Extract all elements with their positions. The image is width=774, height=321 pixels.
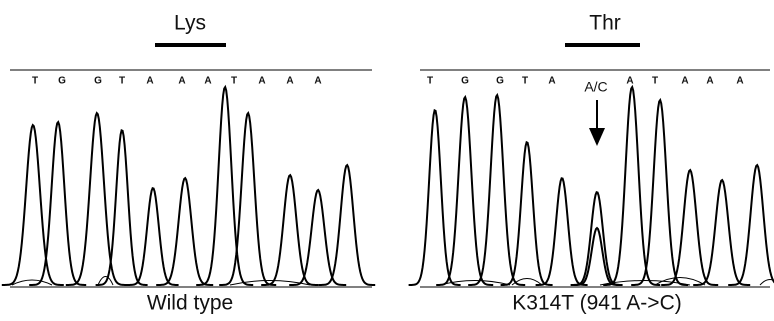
base-call: A xyxy=(146,76,153,87)
trace-peak xyxy=(603,87,660,285)
base-call: A xyxy=(314,76,321,87)
trace-peak xyxy=(573,228,621,285)
base-call: T xyxy=(522,76,528,87)
base-call: A xyxy=(736,76,743,87)
base-call: G xyxy=(496,76,504,87)
codon-label: Thr xyxy=(589,12,621,35)
base-call: A xyxy=(204,76,211,87)
base-call: T xyxy=(119,76,125,87)
trace-peak xyxy=(261,175,318,285)
trace-peak xyxy=(96,130,148,285)
trace-peak xyxy=(219,113,276,285)
trace-peak xyxy=(571,192,623,285)
base-call: A xyxy=(681,76,688,87)
base-call: T xyxy=(32,76,38,87)
base-call: T xyxy=(231,76,237,87)
arrow-head xyxy=(589,128,605,146)
base-call: G xyxy=(58,76,66,87)
mutation-annotation: A/C xyxy=(584,79,607,95)
caption: Wild type xyxy=(147,292,233,315)
trace-peak xyxy=(501,142,553,285)
trace-peak xyxy=(29,122,86,285)
trace-peak xyxy=(66,113,128,285)
trace-peak xyxy=(728,165,774,285)
codon-label: Lys xyxy=(174,12,206,35)
base-call: T xyxy=(427,76,433,87)
trace-noise xyxy=(760,280,774,286)
base-call: T xyxy=(652,76,658,87)
base-call: A xyxy=(258,76,265,87)
base-call: A xyxy=(178,76,185,87)
trace-peak xyxy=(196,87,253,285)
base-call: A xyxy=(548,76,555,87)
trace-peak xyxy=(318,165,375,285)
caption: K314T (941 A->C) xyxy=(512,292,681,315)
base-call: A xyxy=(706,76,713,87)
base-call: A xyxy=(286,76,293,87)
base-call: G xyxy=(461,76,469,87)
trace-peak xyxy=(536,178,588,285)
figure: Lys Wild type Thr A/C K314T (941 A->C) T… xyxy=(0,0,774,321)
base-call: G xyxy=(94,76,102,87)
